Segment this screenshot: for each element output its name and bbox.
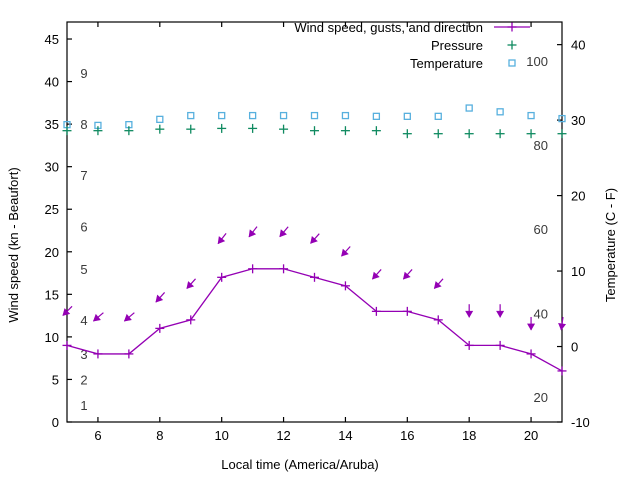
legend-label[interactable]: Temperature [410, 56, 483, 71]
x-tick-label: 10 [214, 428, 228, 443]
x-tick-label: 8 [156, 428, 163, 443]
wind-arrow-head [372, 271, 380, 280]
temperature-point [156, 115, 164, 124]
wind-arrow-head [558, 323, 567, 331]
beaufort-label: 2 [80, 372, 87, 387]
fahrenheit-label: 100 [526, 54, 548, 69]
series-temperature [63, 104, 566, 130]
beaufort-label: 9 [80, 66, 87, 81]
y2-tick-label: 0 [571, 340, 578, 355]
y-tick-label: 0 [52, 415, 59, 430]
plot-frame [66, 21, 563, 423]
temperature-point [372, 112, 381, 120]
beaufort-label: 8 [80, 117, 87, 132]
wind-arrow-head [341, 248, 349, 257]
y-axis-right-ticks: -10 0 10 20 30 40 [557, 38, 590, 430]
y-tick-label: 10 [45, 330, 59, 345]
wind-arrow-head [402, 271, 411, 280]
y-axis-left-title: Wind speed (kn - Beaufort) [6, 167, 21, 322]
y-tick-label: 35 [45, 117, 59, 132]
beaufort-label: 4 [80, 313, 87, 328]
wind-arrow-head [433, 281, 442, 289]
series-wind-speed [62, 264, 567, 376]
x-tick-label: 12 [276, 428, 290, 443]
y-axis-left-ticks: 0 5 10 15 20 25 30 35 40 45 [45, 32, 72, 430]
temperature-point [465, 104, 473, 112]
beaufort-label: 3 [80, 347, 87, 362]
x-axis-ticks: 6 8 10 12 14 16 18 20 [94, 22, 538, 443]
wind-arrow-head [279, 229, 287, 238]
beaufort-label: 1 [80, 398, 87, 413]
temperature-point [496, 108, 504, 116]
y2-tick-label: 30 [571, 113, 585, 128]
plot-border [66, 21, 563, 423]
legend-label[interactable]: Pressure [431, 38, 483, 53]
fahrenheit-scale-labels: 20 40 60 80 100 [526, 54, 548, 405]
x-tick-label: 18 [462, 428, 476, 443]
temperature-point [341, 111, 350, 120]
x-tick-label: 6 [94, 428, 101, 443]
legend-label[interactable]: Wind speed, gusts, and direction [294, 20, 483, 35]
fahrenheit-label: 60 [534, 222, 548, 237]
temperature-point [310, 111, 319, 120]
x-tick-label: 14 [338, 428, 352, 443]
legend: Wind speed, gusts, and direction Pressure… [294, 20, 530, 71]
y-tick-label: 45 [45, 32, 59, 47]
y-tick-label: 20 [45, 245, 59, 260]
fahrenheit-label: 20 [534, 390, 548, 405]
temperature-point [187, 111, 195, 120]
y-tick-label: 25 [45, 202, 59, 217]
wind-arrow-head [465, 310, 474, 318]
wind-arrow-head [248, 229, 257, 238]
wind-arrow-head [217, 236, 226, 245]
legend-marker-temperature [508, 59, 516, 67]
beaufort-scale-labels: 1 2 3 4 5 6 7 8 9 [80, 66, 87, 413]
y-axis-right-title: Temperature (C - F) [603, 188, 618, 302]
series-pressure [62, 123, 567, 139]
x-axis-title: Local time (America/Aruba) [221, 457, 379, 472]
x-tick-label: 20 [524, 428, 538, 443]
temperature-point [248, 111, 257, 120]
wind-arrow-head [123, 313, 132, 322]
beaufort-label: 7 [80, 168, 87, 183]
y2-tick-label: -10 [571, 415, 590, 430]
beaufort-label: 6 [80, 219, 87, 234]
y-tick-label: 5 [52, 372, 59, 387]
wind-arrow-head [527, 323, 536, 331]
wind-arrow-head [92, 313, 101, 322]
y2-tick-label: 40 [571, 38, 585, 53]
temperature-point [558, 114, 566, 123]
wind-arrow-head [186, 281, 195, 289]
y-tick-label: 15 [45, 287, 59, 302]
wind-arrow-head [496, 310, 505, 318]
y2-tick-label: 20 [571, 189, 585, 204]
temperature-point [218, 111, 226, 120]
wind-arrow-head [310, 235, 318, 244]
temperature-point [527, 111, 535, 120]
y-tick-label: 30 [45, 160, 59, 175]
temperature-point [403, 112, 411, 120]
fahrenheit-label: 40 [534, 306, 548, 321]
y2-tick-label: 10 [571, 264, 585, 279]
wind-arrow-head [155, 294, 164, 303]
x-tick-label: 16 [400, 428, 414, 443]
wind-arrow-head [62, 308, 71, 316]
temperature-point [434, 112, 442, 120]
y-tick-label: 40 [45, 75, 59, 90]
fahrenheit-label: 80 [534, 138, 548, 153]
wind-direction-arrows [62, 226, 567, 331]
beaufort-label: 5 [80, 262, 87, 277]
temperature-point [279, 111, 288, 120]
